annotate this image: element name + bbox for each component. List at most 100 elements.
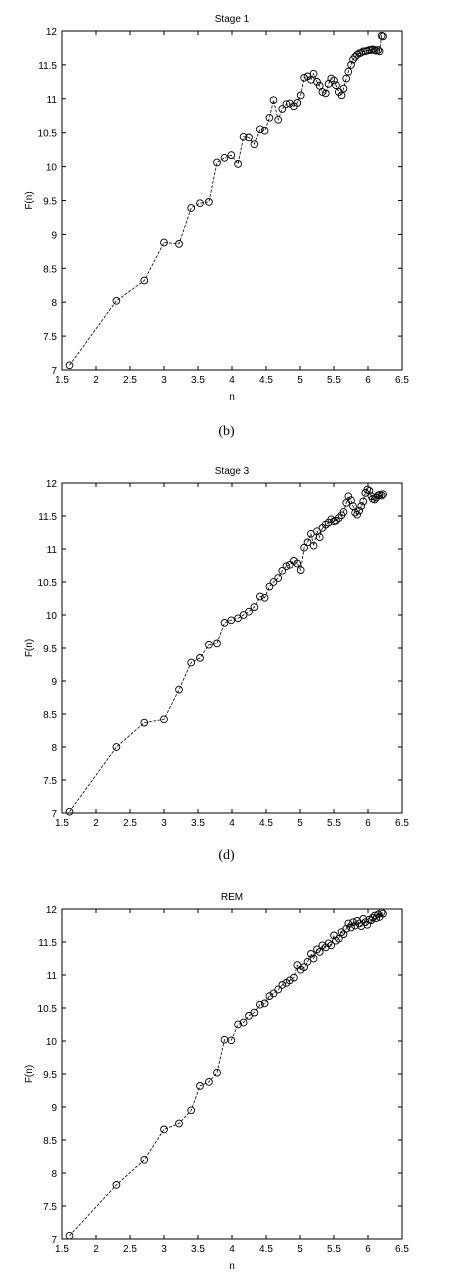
data-point xyxy=(347,923,355,932)
data-point xyxy=(330,76,338,85)
x-tick-label: 1.5 xyxy=(55,375,69,386)
data-point xyxy=(245,133,253,142)
data-point xyxy=(205,1078,213,1086)
data-point xyxy=(379,32,387,41)
data-point xyxy=(351,508,359,517)
data-point xyxy=(321,943,330,952)
data-point xyxy=(234,1020,242,1029)
data-point xyxy=(290,973,298,982)
data-point xyxy=(318,88,327,96)
data-point xyxy=(260,126,269,135)
data-point xyxy=(175,1119,183,1128)
data-point xyxy=(265,113,274,122)
data-point xyxy=(278,105,287,113)
data-point xyxy=(250,1008,259,1017)
data-point xyxy=(370,46,379,54)
y-tick-label: 10 xyxy=(46,611,58,622)
data-point xyxy=(355,506,364,515)
x-tick-label: 5.5 xyxy=(327,375,341,386)
data-point xyxy=(355,919,364,928)
data-point xyxy=(112,1181,121,1189)
data-point xyxy=(347,61,355,69)
data-point xyxy=(282,100,291,109)
data-point xyxy=(337,91,346,100)
data-point xyxy=(357,922,366,931)
x-tick-label: 3 xyxy=(161,818,167,829)
y-tick-label: 8 xyxy=(51,1169,57,1180)
data-point xyxy=(339,84,348,93)
data-point xyxy=(313,945,321,954)
y-tick-label: 9.5 xyxy=(43,644,57,655)
data-point xyxy=(282,562,291,571)
data-point xyxy=(213,639,221,648)
data-point xyxy=(278,981,287,989)
y-tick-label: 9 xyxy=(51,230,57,241)
x-tick-label: 3.5 xyxy=(191,1244,205,1255)
data-point xyxy=(175,240,183,248)
data-point xyxy=(379,909,387,918)
data-point xyxy=(353,510,361,519)
x-tick-label: 5 xyxy=(297,375,303,386)
series-line xyxy=(69,489,384,812)
x-tick-label: 5.5 xyxy=(327,1244,341,1255)
plot-frame xyxy=(61,482,403,814)
y-tick-label: 12 xyxy=(46,27,58,38)
data-point xyxy=(315,948,324,956)
y-tick-label: 7 xyxy=(51,1235,57,1246)
data-point xyxy=(213,1068,221,1077)
data-point xyxy=(363,485,372,494)
data-point xyxy=(245,1012,253,1020)
data-point xyxy=(300,73,308,82)
data-point xyxy=(65,361,74,370)
data-point xyxy=(260,593,269,602)
data-point xyxy=(256,125,264,134)
data-point xyxy=(239,132,248,141)
data-point xyxy=(285,976,294,985)
data-point xyxy=(196,199,204,208)
data-point xyxy=(303,538,312,547)
data-point xyxy=(196,1082,204,1090)
x-tick-label: 6.5 xyxy=(395,1244,409,1255)
data-point xyxy=(65,807,74,816)
data-point xyxy=(377,31,386,40)
data-point xyxy=(315,533,324,541)
x-tick-label: 4 xyxy=(229,818,235,829)
y-tick-label: 9 xyxy=(51,677,57,688)
data-point xyxy=(269,989,278,998)
x-tick-label: 4 xyxy=(229,1244,235,1255)
y-tick-label: 9.5 xyxy=(43,1070,57,1081)
x-tick-label: 6 xyxy=(365,375,371,386)
x-tick-label: 5 xyxy=(297,818,303,829)
data-point xyxy=(293,559,302,568)
series-line xyxy=(69,35,384,366)
y-tick-label: 7.5 xyxy=(43,776,57,787)
data-point xyxy=(239,611,248,619)
data-point xyxy=(265,582,274,591)
data-point xyxy=(274,115,283,124)
stage-3-chart: Stage 3 1.5 2 2.5 3 3.5 4 4.5 5 5.5 6 6.5 7 7.5 8 8.5 9 9… xyxy=(24,466,409,829)
data-point xyxy=(175,685,183,694)
plot-frame xyxy=(61,30,403,371)
data-point xyxy=(245,607,253,616)
x-tick-label: 3 xyxy=(161,375,167,386)
x-tick-label: 3.5 xyxy=(191,818,205,829)
data-point xyxy=(227,616,236,625)
data-point xyxy=(274,985,283,994)
y-tick-label: 10 xyxy=(46,1037,58,1048)
y-tick-label: 8 xyxy=(51,298,57,309)
data-point xyxy=(285,560,294,569)
x-tick-label: 6.5 xyxy=(395,818,409,829)
y-axis-label: F(n) xyxy=(24,1065,35,1083)
y-tick-label: 10 xyxy=(46,163,58,174)
y-axis-label: F(n) xyxy=(24,191,35,209)
y-axis-label: F(n) xyxy=(24,639,35,657)
data-point xyxy=(160,1125,168,1134)
data-point xyxy=(256,592,264,601)
x-tick-label: 4.5 xyxy=(259,375,273,386)
x-axis-label: n xyxy=(229,1261,235,1272)
data-point xyxy=(205,640,213,649)
x-tick-label: 2 xyxy=(93,375,99,386)
data-point xyxy=(112,743,121,751)
data-point xyxy=(140,276,149,285)
data-point xyxy=(357,502,366,510)
